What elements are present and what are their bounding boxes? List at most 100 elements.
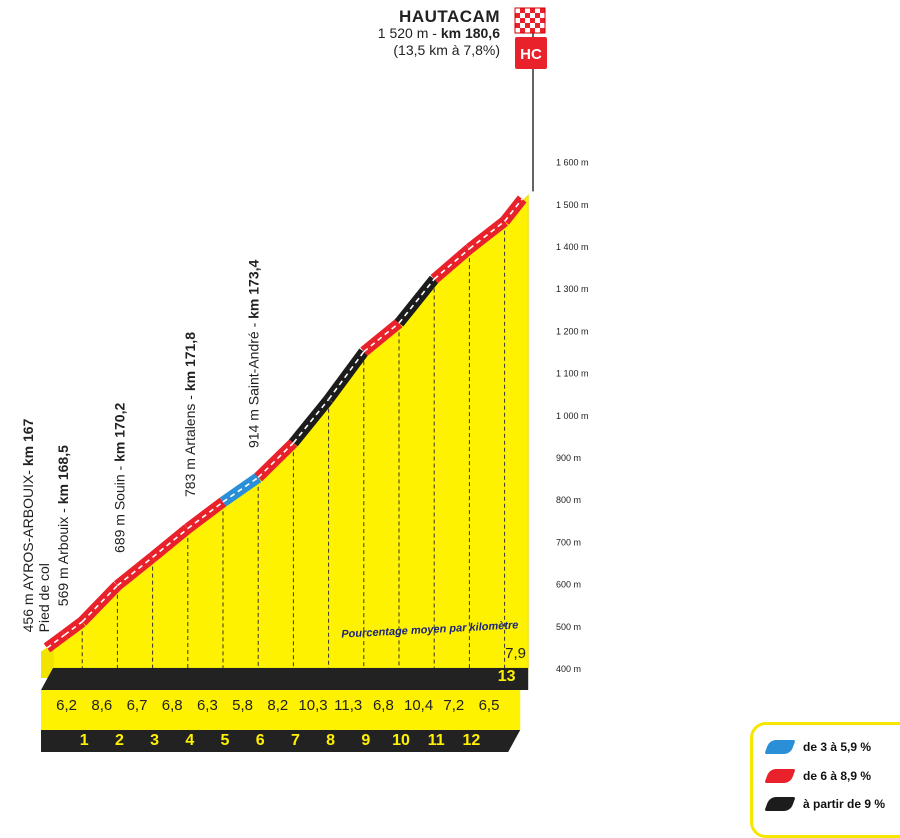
flag-square [520, 18, 525, 23]
flag-square [530, 23, 535, 28]
km-label: 13 [498, 668, 516, 685]
route-segment-red [254, 438, 298, 482]
gradient-label: 6,8 [373, 697, 394, 714]
gradient-label: 6,2 [56, 697, 77, 714]
category-badge [515, 37, 547, 69]
gradient-label: 10,4 [404, 697, 433, 714]
km-label: 11 [428, 732, 445, 749]
gradient-label: 11,3 [334, 697, 362, 714]
profile-front-face [41, 644, 53, 678]
summit-separator: - [428, 25, 441, 41]
flag-square [515, 18, 520, 23]
km-label: 10 [392, 732, 410, 749]
km-label: 3 [150, 732, 159, 749]
legend-item-red: de 6 à 8,9 % [764, 766, 872, 786]
place-label: 689 m Souin - km 170,2 [112, 403, 128, 553]
km-label: 6 [256, 732, 265, 749]
legend-item-black: à partir de 9 % [764, 794, 886, 814]
km-label: 9 [361, 732, 370, 749]
gradient-band [41, 690, 521, 730]
route-centerline [64, 621, 83, 636]
flag-square [525, 23, 530, 28]
route-centerline [152, 527, 189, 558]
summit-label: HAUTACAM 1 520 m - km 180,6 (13,5 km à 7… [378, 8, 500, 59]
route-centerline [363, 322, 400, 353]
profile-chart: 6,2 8,6 6,7 6,8 6,3 5,8 8,2 10,3 11,3 6,8 10,4 7,2 6… [20, 7, 589, 752]
flag-square [530, 28, 535, 33]
km-label: 5 [221, 732, 230, 749]
flag-square [535, 18, 540, 23]
flag-square [540, 13, 545, 18]
flag-square [535, 23, 540, 28]
place-km: km 167 [20, 418, 36, 466]
y-tick-label: 1 100 m [556, 369, 589, 379]
place-altitude-name: 783 m Artalens - [182, 391, 198, 497]
km-label: 2 [115, 732, 124, 749]
flag-square [520, 8, 525, 13]
flag-square [535, 8, 540, 13]
y-tick-label: 800 m [556, 495, 581, 505]
y-tick-label: 500 m [556, 622, 581, 632]
y-tick-label: 1 400 m [556, 242, 589, 252]
summit-name: HAUTACAM [399, 7, 500, 26]
legend-label: à partir de 9 % [803, 797, 886, 811]
summit-detail: (13,5 km à 7,8%) [393, 42, 500, 58]
y-tick-label: 1 200 m [556, 326, 589, 336]
place-note: Pied de col [36, 563, 52, 632]
legend-label: de 6 à 8,9 % [803, 769, 872, 783]
place-altitude-name: 914 m Saint-André - [245, 319, 261, 448]
y-tick-label: 600 m [556, 580, 581, 590]
gradient-label: 8,6 [91, 697, 112, 714]
legend-swatch-blue [764, 740, 796, 754]
legend-swatch-red [764, 769, 796, 783]
place-label: 569 m Arbouix - km 168,5 [55, 445, 71, 606]
flag-square [520, 23, 525, 28]
km-label: 12 [463, 732, 481, 749]
flag-square [540, 8, 545, 13]
place-altitude-name: 456 m AYROS-ARBOUIX- [20, 466, 36, 632]
flag-square [515, 23, 520, 28]
flag-square [525, 18, 530, 23]
place-km: km 173,4 [245, 259, 261, 318]
flag-square [535, 13, 540, 18]
flag-square [515, 28, 520, 33]
base-band-top [41, 668, 529, 690]
place-label: 456 m AYROS-ARBOUIX- km 167 [20, 418, 36, 632]
y-tick-label: 1 000 m [556, 411, 589, 421]
route-centerline [187, 501, 224, 530]
route-centerline [398, 278, 435, 324]
flag-square [530, 18, 535, 23]
route-centerline [468, 220, 506, 250]
flag-square [540, 28, 545, 33]
base-band-group: 6,2 8,6 6,7 6,8 6,3 5,8 8,2 10,3 11,3 6,8 10,4 7,2 6… [41, 619, 529, 752]
gradient-label: 8,2 [267, 697, 288, 714]
route-centerline [46, 634, 66, 649]
flag-square [540, 18, 545, 23]
gradient-label: 6,5 [479, 697, 500, 714]
place-km: km 168,5 [55, 445, 71, 504]
gradient-legend: de 3 à 5,9 % de 6 à 8,9 % à partir de 9 … [750, 722, 900, 838]
route-centerline [222, 476, 259, 503]
y-tick-label: 1 600 m [556, 158, 589, 168]
y-tick-label: 1 300 m [556, 284, 589, 294]
route-centerline [327, 351, 365, 400]
y-tick-label: 1 500 m [556, 200, 589, 210]
flag-square [520, 13, 525, 18]
legend-item-blue: de 3 à 5,9 % [764, 737, 871, 757]
flag-square [540, 23, 545, 28]
flag-square [525, 28, 530, 33]
flag-square [515, 8, 520, 13]
summit-flag-group: HC [514, 7, 547, 192]
place-label: 914 m Saint-André - km 173,4 [245, 259, 261, 448]
flag-square [520, 28, 525, 33]
route-centerline [116, 556, 154, 587]
route-group [43, 195, 527, 653]
y-axis: 400 m 500 m 600 m 700 m 800 m 900 m 1 000 m 1 1… [556, 158, 589, 674]
checkered-flag-icon [514, 7, 546, 34]
place-km: km 170,2 [112, 403, 128, 462]
flag-square [525, 13, 530, 18]
flag-square [535, 28, 540, 33]
gradient-label: 6,8 [162, 697, 183, 714]
place-altitude-name: 569 m Arbouix - [55, 504, 71, 606]
